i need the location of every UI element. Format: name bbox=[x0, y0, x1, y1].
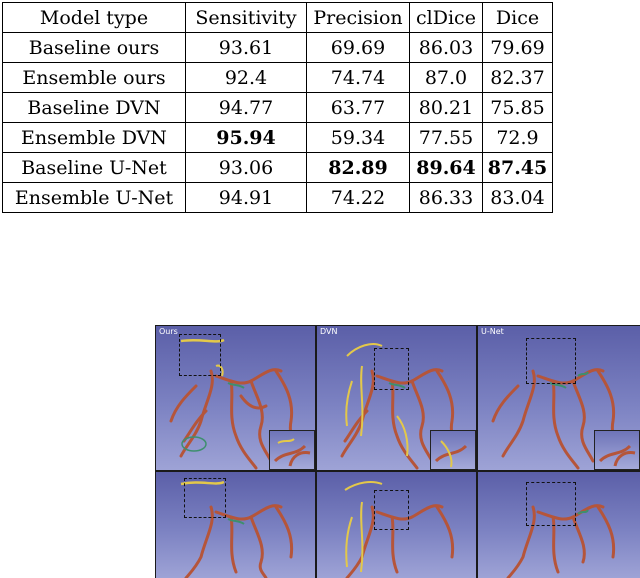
panel-dvn-top: DVN bbox=[317, 326, 476, 470]
metric-cell: 82.89 bbox=[306, 152, 410, 183]
header-cldice: clDice bbox=[409, 2, 483, 33]
model-name-cell: Ensemble ours bbox=[2, 62, 186, 93]
segmentation-figure: Ours DVN bbox=[155, 325, 640, 578]
zoom-box bbox=[374, 348, 409, 390]
metric-cell: 72.9 bbox=[482, 122, 553, 153]
zoom-box bbox=[526, 482, 576, 526]
zoom-inset bbox=[594, 430, 640, 470]
metric-cell: 80.21 bbox=[409, 92, 483, 123]
metric-cell: 87.45 bbox=[482, 152, 553, 183]
metric-cell: 92.4 bbox=[185, 62, 307, 93]
metric-cell: 93.61 bbox=[185, 32, 307, 63]
metric-cell: 75.85 bbox=[482, 92, 553, 123]
model-name-cell: Ensemble U-Net bbox=[2, 182, 186, 213]
metric-cell: 93.06 bbox=[185, 152, 307, 183]
metric-cell: 83.04 bbox=[482, 182, 553, 213]
panel-ours-bottom bbox=[156, 472, 315, 578]
vessel-render bbox=[506, 504, 616, 578]
panel-ours-top: Ours bbox=[156, 326, 315, 470]
vessel-render bbox=[491, 368, 625, 470]
metric-cell: 87.0 bbox=[409, 62, 483, 93]
zoom-inset bbox=[269, 430, 315, 470]
zoom-inset bbox=[430, 430, 476, 470]
model-name-cell: Baseline ours bbox=[2, 32, 186, 63]
metric-cell: 94.77 bbox=[185, 92, 307, 123]
table-body: Baseline ours 93.61 69.69 86.03 79.69 Ensembl… bbox=[2, 32, 553, 213]
panel-label-ours: Ours bbox=[159, 327, 178, 336]
panel-unet-bottom bbox=[478, 472, 640, 578]
panel-label-dvn: DVN bbox=[320, 327, 338, 336]
table-header-row: Model type Sensitivity Precision clDice … bbox=[2, 2, 553, 33]
metric-cell: 86.03 bbox=[409, 32, 483, 63]
table-row: Ensemble ours 92.4 74.74 87.0 82.37 bbox=[2, 62, 553, 93]
panel-unet-top: U-Net bbox=[478, 326, 640, 470]
metric-cell: 79.69 bbox=[482, 32, 553, 63]
metric-cell: 95.94 bbox=[185, 122, 307, 153]
vessel-render bbox=[340, 343, 464, 470]
model-name-cell: Baseline U-Net bbox=[2, 152, 186, 183]
panel-label-unet: U-Net bbox=[481, 327, 504, 336]
metric-cell: 63.77 bbox=[306, 92, 410, 123]
table-row: Ensemble DVN 95.94 59.34 77.55 72.9 bbox=[2, 122, 553, 153]
vessel-render bbox=[180, 480, 294, 578]
metric-cell: 69.69 bbox=[306, 32, 410, 63]
table-row: Baseline U-Net 93.06 82.89 89.64 87.45 bbox=[2, 152, 553, 183]
table-row: Baseline DVN 94.77 63.77 80.21 75.85 bbox=[2, 92, 553, 123]
zoom-box bbox=[179, 334, 221, 376]
model-name-cell: Baseline DVN bbox=[2, 92, 186, 123]
zoom-box bbox=[526, 338, 576, 384]
metric-cell: 89.64 bbox=[409, 152, 483, 183]
zoom-box bbox=[184, 478, 226, 518]
header-precision: Precision bbox=[306, 2, 410, 33]
metric-cell: 74.74 bbox=[306, 62, 410, 93]
metric-cell: 77.55 bbox=[409, 122, 483, 153]
metric-cell: 59.34 bbox=[306, 122, 410, 153]
metric-cell: 82.37 bbox=[482, 62, 553, 93]
table-row: Ensemble U-Net 94.91 74.22 86.33 83.04 bbox=[2, 182, 553, 213]
metric-cell: 86.33 bbox=[409, 182, 483, 213]
zoom-box bbox=[374, 490, 409, 530]
table-row: Baseline ours 93.61 69.69 86.03 79.69 bbox=[2, 32, 553, 63]
panel-dvn-bottom bbox=[317, 472, 476, 578]
vessel-render bbox=[169, 338, 303, 470]
results-table: Model type Sensitivity Precision clDice … bbox=[2, 2, 553, 213]
header-model-type: Model type bbox=[2, 2, 186, 33]
metric-cell: 74.22 bbox=[306, 182, 410, 213]
header-dice: Dice bbox=[482, 2, 553, 33]
header-sensitivity: Sensitivity bbox=[185, 2, 307, 33]
vessel-render bbox=[344, 481, 455, 578]
model-name-cell: Ensemble DVN bbox=[2, 122, 186, 153]
metric-cell: 94.91 bbox=[185, 182, 307, 213]
